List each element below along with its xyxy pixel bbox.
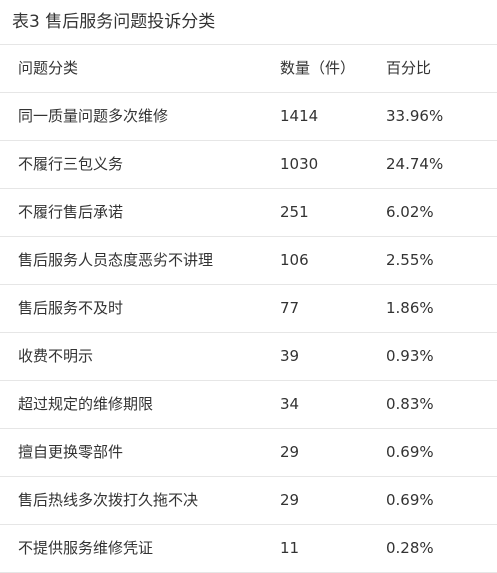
percent-cell: 2.55% — [386, 251, 434, 269]
count-cell: 106 — [280, 251, 309, 269]
percent-cell: 0.83% — [386, 395, 434, 413]
table-row: 售后服务不及时 77 1.86% — [0, 285, 497, 333]
category-cell: 售后服务人员态度恶劣不讲理 — [18, 251, 214, 269]
header-percent: 百分比 — [386, 59, 432, 77]
percent-cell: 33.96% — [386, 107, 444, 125]
table-row: 超过规定的维修期限 34 0.83% — [0, 381, 497, 429]
percent-cell: 6.02% — [386, 203, 434, 221]
category-cell: 收费不明示 — [18, 347, 94, 365]
table-title: 表3 售后服务问题投诉分类 — [12, 12, 216, 32]
percent-cell: 0.93% — [386, 347, 434, 365]
category-cell: 超过规定的维修期限 — [18, 395, 154, 413]
category-cell: 不履行售后承诺 — [18, 203, 124, 221]
category-cell: 售后热线多次拨打久拖不决 — [18, 491, 199, 509]
category-cell: 售后服务不及时 — [18, 299, 124, 317]
table-row: 售后服务人员态度恶劣不讲理 106 2.55% — [0, 237, 497, 285]
category-cell: 不提供服务维修凭证 — [18, 539, 154, 557]
percent-cell: 24.74% — [386, 155, 444, 173]
table-row: 不履行售后承诺 251 6.02% — [0, 189, 497, 237]
percent-cell: 0.69% — [386, 491, 434, 509]
percent-cell: 1.86% — [386, 299, 434, 317]
count-cell: 77 — [280, 299, 300, 317]
count-cell: 34 — [280, 395, 300, 413]
table-row: 不履行三包义务 1030 24.74% — [0, 141, 497, 189]
table-row: 擅自更换零部件 29 0.69% — [0, 429, 497, 477]
table-row: 同一质量问题多次维修 1414 33.96% — [0, 93, 497, 141]
count-cell: 11 — [280, 539, 300, 557]
header-count: 数量（件） — [280, 59, 356, 77]
count-cell: 29 — [280, 491, 300, 509]
count-cell: 1030 — [280, 155, 319, 173]
category-cell: 不履行三包义务 — [18, 155, 124, 173]
count-cell: 29 — [280, 443, 300, 461]
count-cell: 251 — [280, 203, 309, 221]
count-cell: 39 — [280, 347, 300, 365]
table-row: 不提供服务维修凭证 11 0.28% — [0, 525, 497, 573]
count-cell: 1414 — [280, 107, 319, 125]
table-row: 收费不明示 39 0.93% — [0, 333, 497, 381]
percent-cell: 0.28% — [386, 539, 434, 557]
complaint-table: 问题分类 数量（件） 百分比 同一质量问题多次维修 1414 33.96% 不履… — [0, 44, 497, 573]
category-cell: 擅自更换零部件 — [18, 443, 124, 461]
header-category: 问题分类 — [18, 59, 79, 77]
percent-cell: 0.69% — [386, 443, 434, 461]
table-row: 售后热线多次拨打久拖不决 29 0.69% — [0, 477, 497, 525]
category-cell: 同一质量问题多次维修 — [18, 107, 169, 125]
table-header-row: 问题分类 数量（件） 百分比 — [0, 45, 497, 93]
